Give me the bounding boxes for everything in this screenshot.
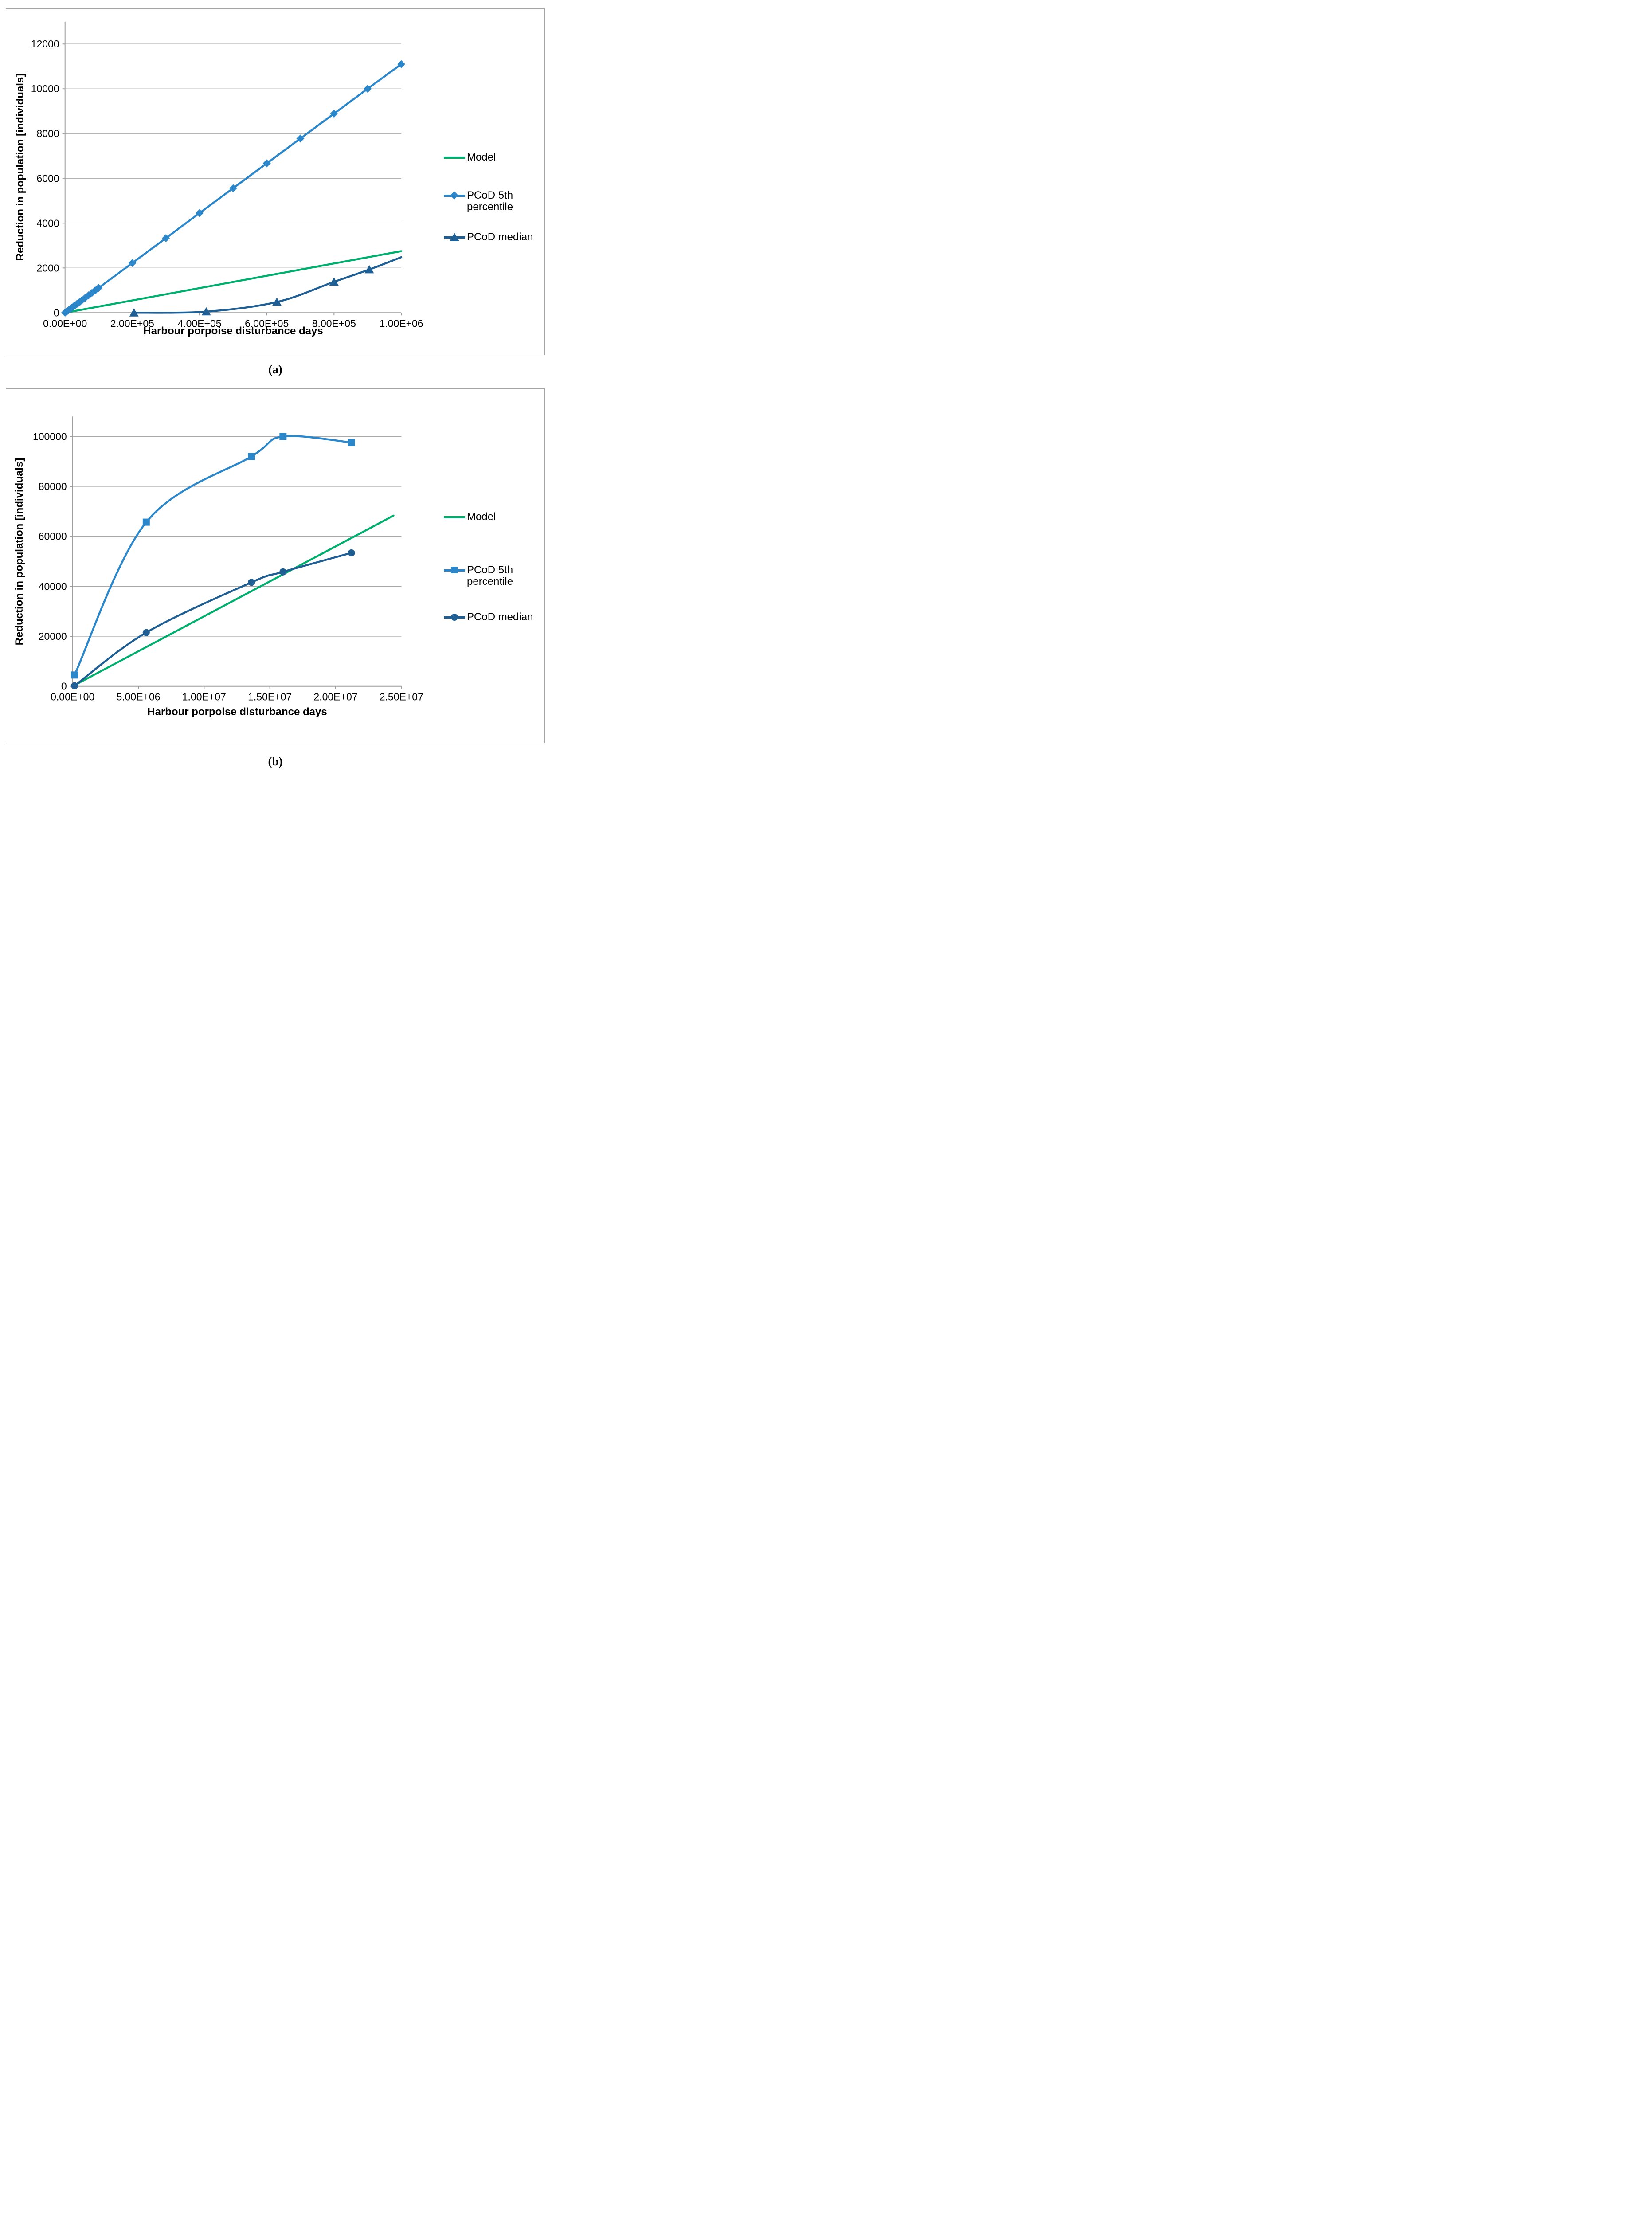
legend-label-pcod5: PCoD 5th percentile: [467, 564, 513, 588]
legend-item-model: Model: [444, 152, 496, 163]
svg-text:1.00E+07: 1.00E+07: [182, 691, 226, 703]
legend-item-pcod-median: PCoD median: [444, 231, 533, 243]
chart-b-y-axis-title: Reduction in population [individuals]: [13, 458, 25, 646]
chart-b-panel: 0.00E+00 5.00E+06 1.00E+07 1.50E+07 2.00E+07…: [6, 388, 545, 743]
svg-text:10000: 10000: [31, 83, 59, 94]
svg-text:4000: 4000: [37, 217, 59, 229]
svg-text:100000: 100000: [33, 431, 67, 442]
model-line-swatch: [444, 511, 465, 523]
figure-page: { "captions": { "a": "(a)", "b": "(b)" }…: [0, 0, 551, 771]
legend-label-model: Model: [467, 151, 496, 163]
svg-text:6.00E+05: 6.00E+05: [245, 317, 289, 329]
caption-a: (a): [268, 363, 282, 376]
legend-label-model: Model: [467, 511, 496, 523]
svg-text:0.00E+00: 0.00E+00: [51, 691, 94, 703]
svg-text:1.00E+06: 1.00E+06: [379, 317, 423, 329]
chart-b-plot: 0.00E+00 5.00E+06 1.00E+07 1.50E+07 2.00E+07…: [33, 416, 423, 703]
svg-text:8.00E+05: 8.00E+05: [312, 317, 356, 329]
square-marker-icon: [444, 564, 465, 576]
svg-text:1.50E+07: 1.50E+07: [248, 691, 292, 703]
caption-b: (b): [268, 755, 283, 768]
svg-text:2.00E+07: 2.00E+07: [313, 691, 357, 703]
svg-text:80000: 80000: [39, 481, 67, 492]
legend-label-pcod-median: PCoD median: [467, 231, 533, 243]
diamond-marker-icon: [444, 190, 465, 201]
svg-text:2000: 2000: [37, 262, 59, 274]
svg-text:5.00E+06: 5.00E+06: [116, 691, 160, 703]
svg-text:2.00E+05: 2.00E+05: [110, 317, 154, 329]
svg-text:60000: 60000: [39, 531, 67, 542]
chart-a-x-axis-title: Harbour porpoise disturbance days: [143, 325, 323, 337]
svg-text:12000: 12000: [31, 38, 59, 50]
svg-text:6000: 6000: [37, 172, 59, 184]
legend-item-pcod5: PCoD 5th percentile: [444, 190, 513, 213]
legend-item-model: Model: [444, 511, 496, 523]
svg-text:0: 0: [61, 681, 67, 692]
model-line-swatch: [444, 152, 465, 163]
svg-text:20000: 20000: [39, 631, 67, 642]
svg-text:0: 0: [54, 307, 59, 318]
svg-text:8000: 8000: [37, 128, 59, 139]
svg-text:4.00E+05: 4.00E+05: [177, 317, 221, 329]
triangle-marker-icon: [444, 231, 465, 243]
legend-item-pcod-median: PCoD median: [444, 611, 533, 623]
chart-a-panel: 0.00E+00 2.00E+05 4.00E+05 6.00E+05 8.00E+05…: [6, 8, 545, 355]
legend-item-pcod5: PCoD 5th percentile: [444, 564, 513, 588]
chart-a-y-axis-title: Reduction in population [individuals]: [14, 73, 26, 261]
chart-b-x-axis-title: Harbour porpoise disturbance days: [147, 706, 327, 718]
chart-a-plot: 0.00E+00 2.00E+05 4.00E+05 6.00E+05 8.00E+05…: [31, 21, 423, 329]
legend-label-pcod-median: PCoD median: [467, 611, 533, 623]
svg-text:0.00E+00: 0.00E+00: [43, 317, 87, 329]
legend-label-pcod5: PCoD 5th percentile: [467, 189, 513, 213]
svg-text:40000: 40000: [39, 580, 67, 592]
circle-marker-icon: [444, 611, 465, 623]
svg-text:2.50E+07: 2.50E+07: [380, 691, 423, 703]
